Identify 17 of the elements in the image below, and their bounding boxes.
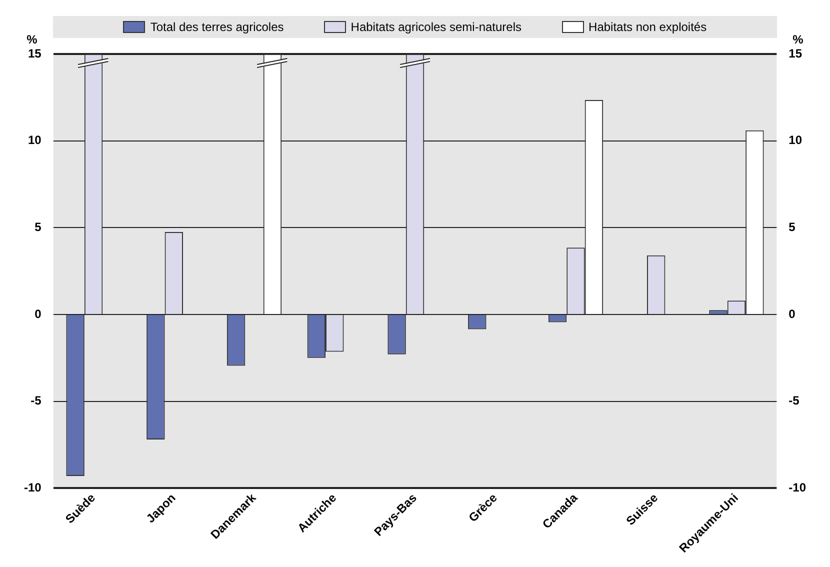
- y-tick-label: 15: [28, 46, 42, 60]
- y2-tick-label: 5: [788, 220, 796, 234]
- text: Habitats agricoles semi-naturels: [350, 20, 522, 34]
- y2-tick-label: 0: [788, 306, 796, 321]
- y-tick-label: 5: [34, 220, 42, 234]
- y2-tick-label: -10: [788, 480, 806, 494]
- legend-label: Habitats non exploités: [588, 20, 707, 34]
- y2-axis-title: %: [792, 32, 804, 46]
- y-tick-label: -10: [24, 480, 42, 494]
- y2-tick-label: 10: [788, 133, 802, 148]
- y-tick-label: -5: [30, 394, 42, 408]
- y-tick-label: 0: [34, 306, 42, 321]
- y2-tick-label: 15: [788, 46, 802, 60]
- y2-tick-label: -5: [788, 394, 800, 408]
- y-tick-label: 10: [28, 133, 42, 148]
- y-axis-title: %: [26, 32, 38, 46]
- legend-label: Total des terres agricoles: [150, 20, 284, 34]
